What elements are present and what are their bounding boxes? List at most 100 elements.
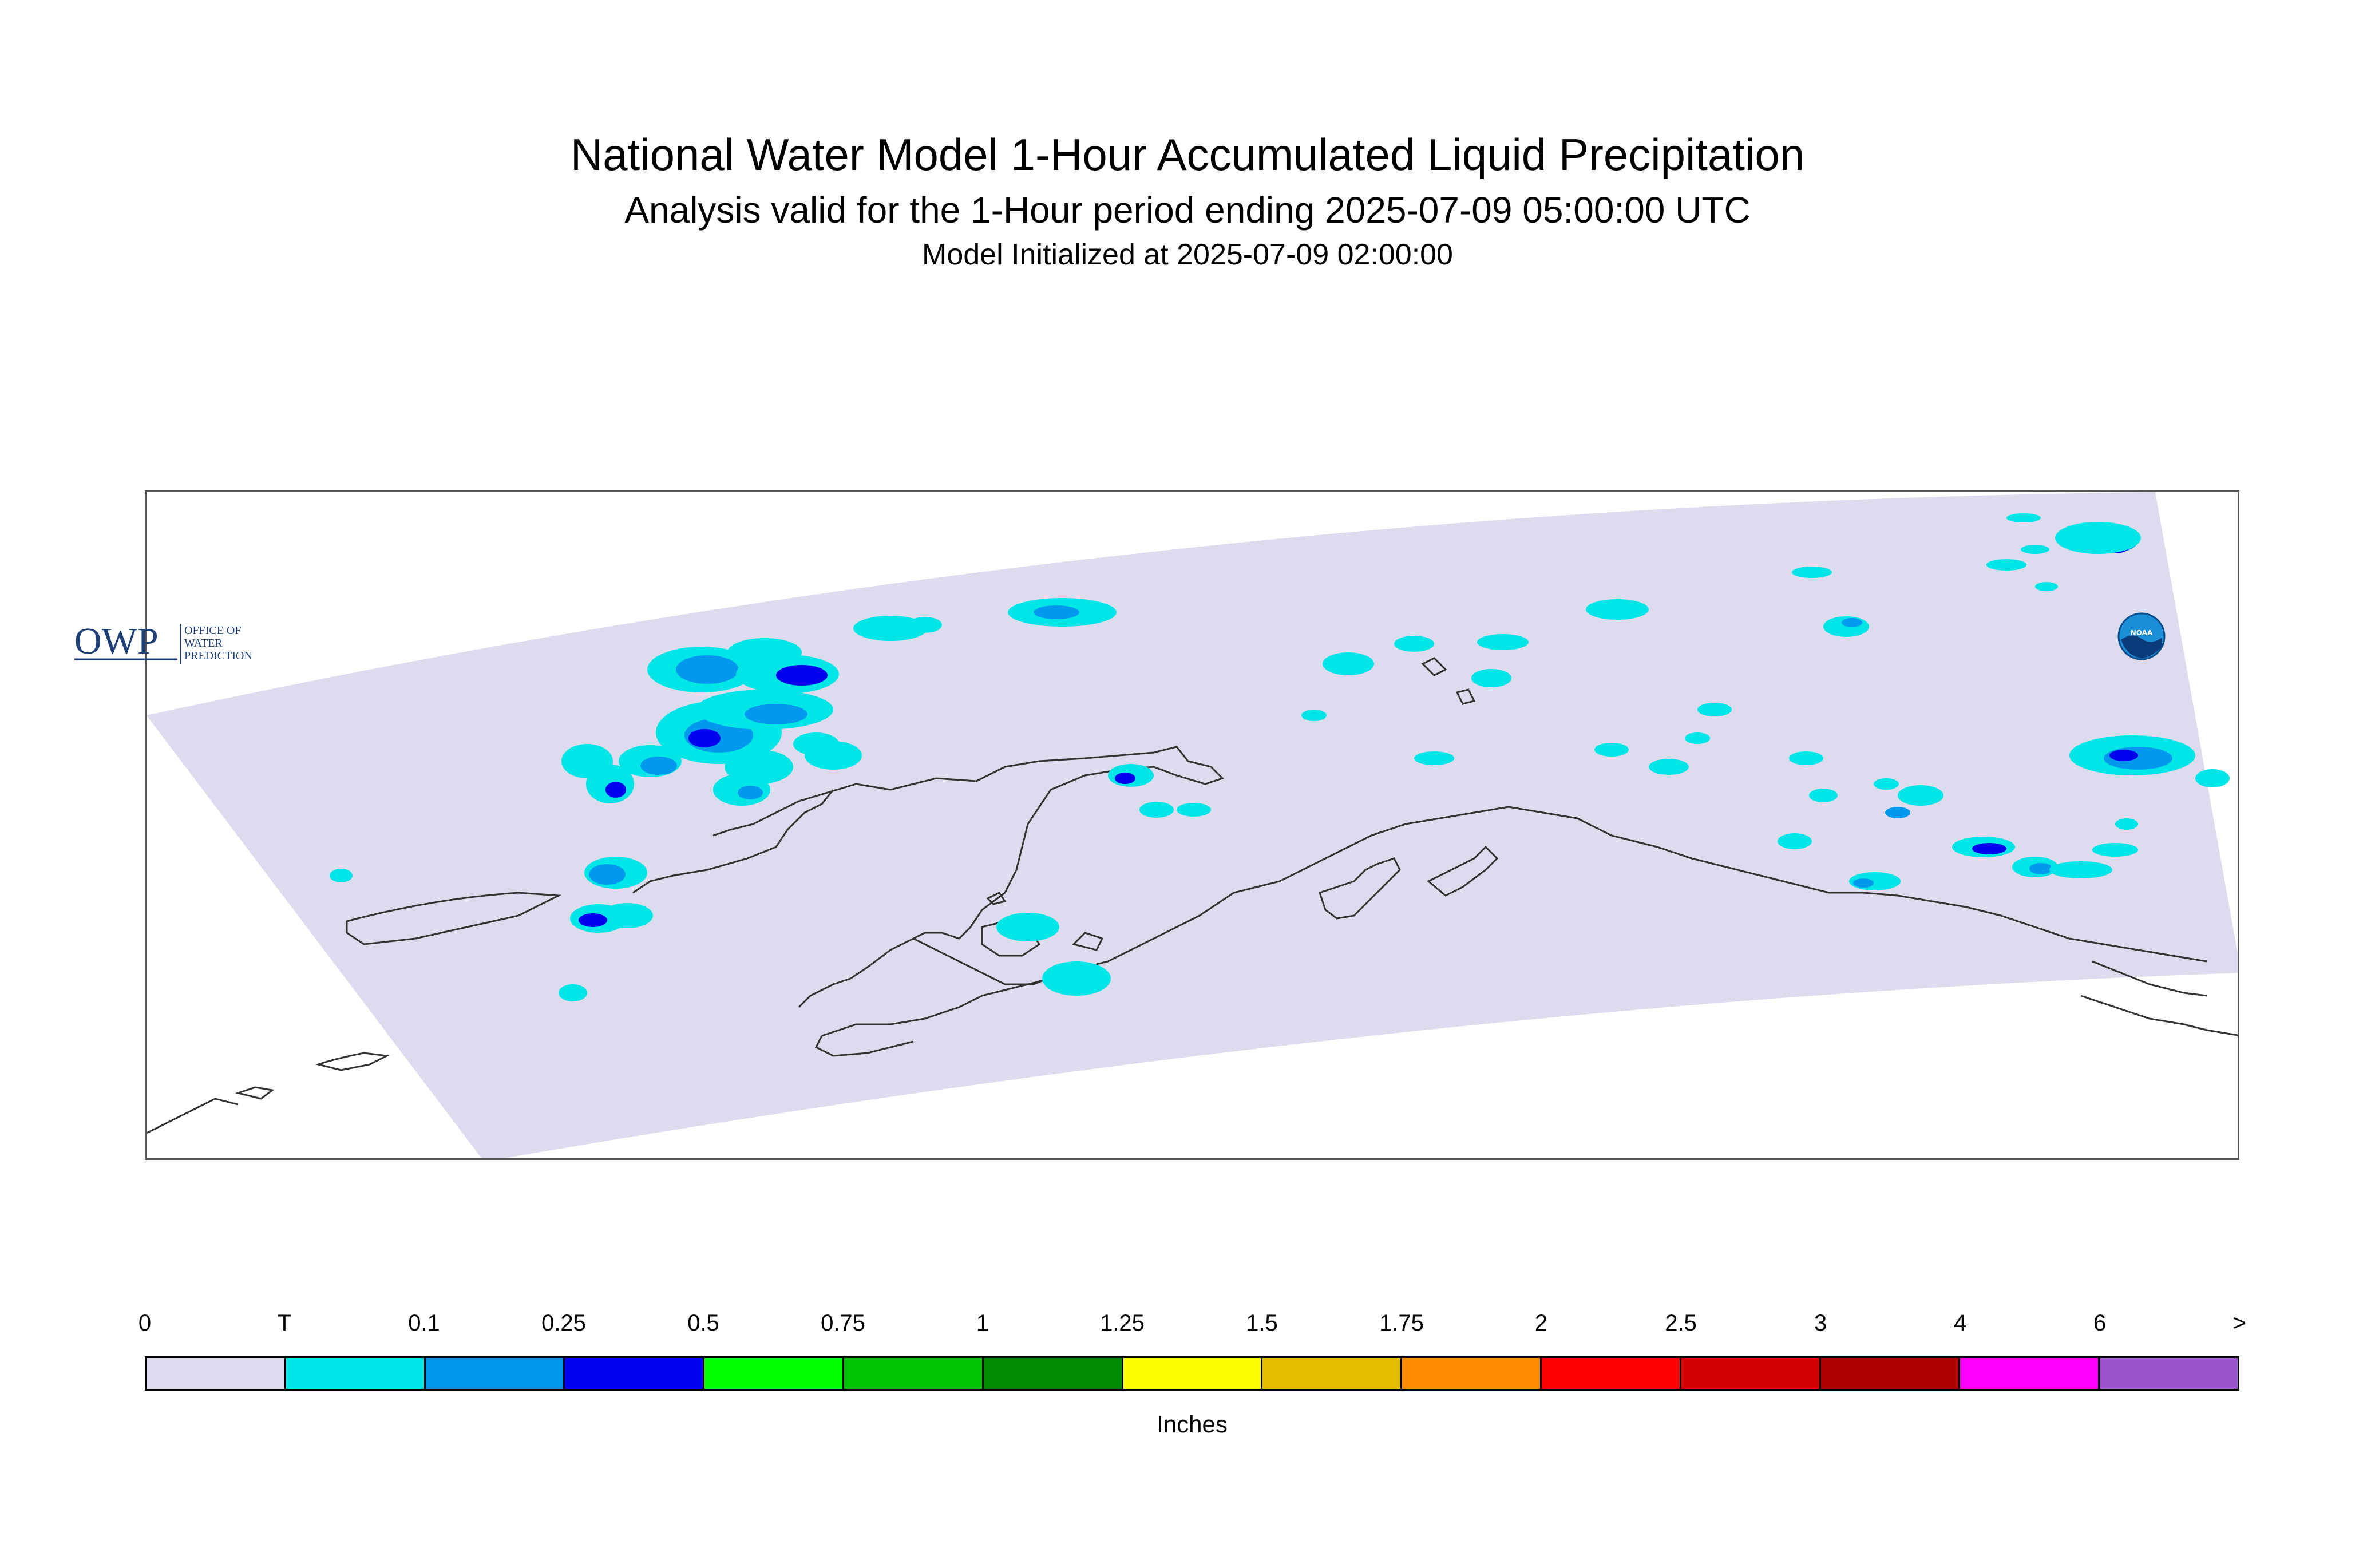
colorbar — [145, 1356, 2239, 1391]
colorbar-swatch — [1541, 1358, 1681, 1389]
precip-area — [2035, 582, 2058, 591]
precip-area — [1697, 703, 1732, 716]
precip-area — [1586, 599, 1649, 620]
legend-tick: 2 — [1534, 1310, 1548, 1336]
precip-area — [589, 864, 626, 885]
precip-area — [688, 729, 721, 747]
colorbar-swatch — [844, 1358, 984, 1389]
precip-area — [745, 704, 808, 724]
precip-area — [1034, 605, 1079, 619]
precip-area — [1685, 732, 1710, 744]
legend-tick: > — [2232, 1310, 2246, 1336]
precip-area — [805, 741, 862, 770]
legend-tick: 0.1 — [408, 1310, 440, 1336]
svg-text:PREDICTION: PREDICTION — [184, 650, 252, 662]
colorbar-swatch — [1681, 1358, 1821, 1389]
precip-area — [1471, 669, 1511, 687]
colorbar-swatch — [704, 1358, 844, 1389]
colorbar-swatch — [1960, 1358, 2100, 1389]
colorbar-swatch — [983, 1358, 1123, 1389]
precipitation-areas — [330, 513, 2230, 1001]
noaa-logo: NOAA — [2117, 612, 2166, 660]
precip-area — [1986, 559, 2026, 571]
precip-area — [559, 984, 587, 1001]
model-init-time: Model Initialized at 2025-07-09 02:00:00 — [922, 238, 1453, 271]
legend-tick: 0.25 — [541, 1310, 586, 1336]
legend-tick: 1.25 — [1100, 1310, 1145, 1336]
precip-area — [2049, 861, 2112, 878]
precip-area — [1809, 789, 1838, 802]
precip-area — [996, 913, 1059, 941]
colorbar-swatch — [1262, 1358, 1403, 1389]
precip-area — [1394, 636, 1434, 652]
precip-area — [1874, 778, 1899, 790]
colorbar-swatch — [1820, 1358, 1961, 1389]
precip-area — [1972, 843, 2006, 854]
colorbar-swatch — [2100, 1358, 2238, 1389]
precip-area — [2006, 513, 2041, 522]
legend-tick: 0.5 — [687, 1310, 719, 1336]
precip-area — [676, 655, 739, 684]
legend-tick: 3 — [1814, 1310, 1827, 1336]
svg-text:WATER: WATER — [184, 637, 223, 650]
precip-area — [2115, 818, 2138, 830]
precip-area — [1139, 802, 1174, 818]
legend-tick: 4 — [1953, 1310, 1967, 1336]
precip-area — [776, 665, 828, 686]
precip-area — [330, 869, 353, 882]
precip-area — [1177, 803, 1211, 817]
precip-area — [1477, 634, 1529, 650]
model-domain — [147, 492, 2238, 1158]
legend-tick: 0 — [138, 1310, 152, 1336]
precip-area — [1323, 652, 1374, 675]
colorbar-swatch — [565, 1358, 705, 1389]
precip-area — [1594, 743, 1629, 757]
precip-area — [1898, 785, 1943, 806]
precip-area — [1853, 878, 1874, 888]
owp-letters: OWP — [74, 620, 159, 662]
precip-area — [640, 757, 677, 775]
legend-tick: 1.75 — [1379, 1310, 1424, 1336]
precip-area — [2195, 769, 2230, 787]
precip-area — [2109, 750, 2138, 761]
precip-area — [1842, 618, 1862, 627]
precip-area — [605, 782, 626, 798]
legend: 0 T 0.1 0.25 0.5 0.75 1 1.25 1.5 1.75 2 … — [138, 1310, 2246, 1442]
precip-area — [2055, 522, 2141, 554]
precip-area — [1778, 833, 1812, 849]
precip-area — [1115, 773, 1135, 784]
legend-tick: T — [277, 1310, 292, 1336]
precip-area — [1792, 567, 1832, 578]
colorbar-swatch — [425, 1358, 565, 1389]
legend-units: Inches — [1157, 1411, 1228, 1438]
legend-tick: 6 — [2093, 1310, 2107, 1336]
precip-area — [1414, 751, 1454, 765]
colorbar-swatch — [1123, 1358, 1263, 1389]
precip-area — [561, 744, 613, 778]
precip-area — [1042, 961, 1111, 996]
precip-area — [2092, 843, 2138, 857]
precip-area — [727, 638, 802, 667]
precip-area — [908, 617, 942, 633]
colorbar-swatch — [147, 1358, 286, 1389]
precip-area — [2021, 545, 2049, 554]
owp-logo: OWP OFFICE OF WATER PREDICTION — [74, 612, 269, 675]
precipitation-map — [147, 492, 2238, 1158]
legend-tick: 2.5 — [1665, 1310, 1697, 1336]
colorbar-swatch — [286, 1358, 426, 1389]
legend-tick: 1 — [976, 1310, 989, 1336]
legend-tick: 0.75 — [821, 1310, 865, 1336]
legend-tick: 1.5 — [1246, 1310, 1278, 1336]
precip-area — [2029, 863, 2052, 874]
precip-area — [1885, 807, 1910, 818]
precip-area — [1649, 759, 1689, 775]
svg-text:OFFICE OF: OFFICE OF — [184, 624, 241, 637]
precip-area — [1789, 751, 1823, 765]
map-title: National Water Model 1-Hour Accumulated … — [570, 129, 1805, 180]
svg-text:NOAA: NOAA — [2131, 629, 2153, 637]
precip-area — [579, 913, 607, 927]
map-panel — [145, 490, 2239, 1160]
precip-area — [738, 786, 763, 799]
map-subtitle: Analysis valid for the 1-Hour period end… — [624, 189, 1751, 231]
colorbar-swatch — [1402, 1358, 1542, 1389]
